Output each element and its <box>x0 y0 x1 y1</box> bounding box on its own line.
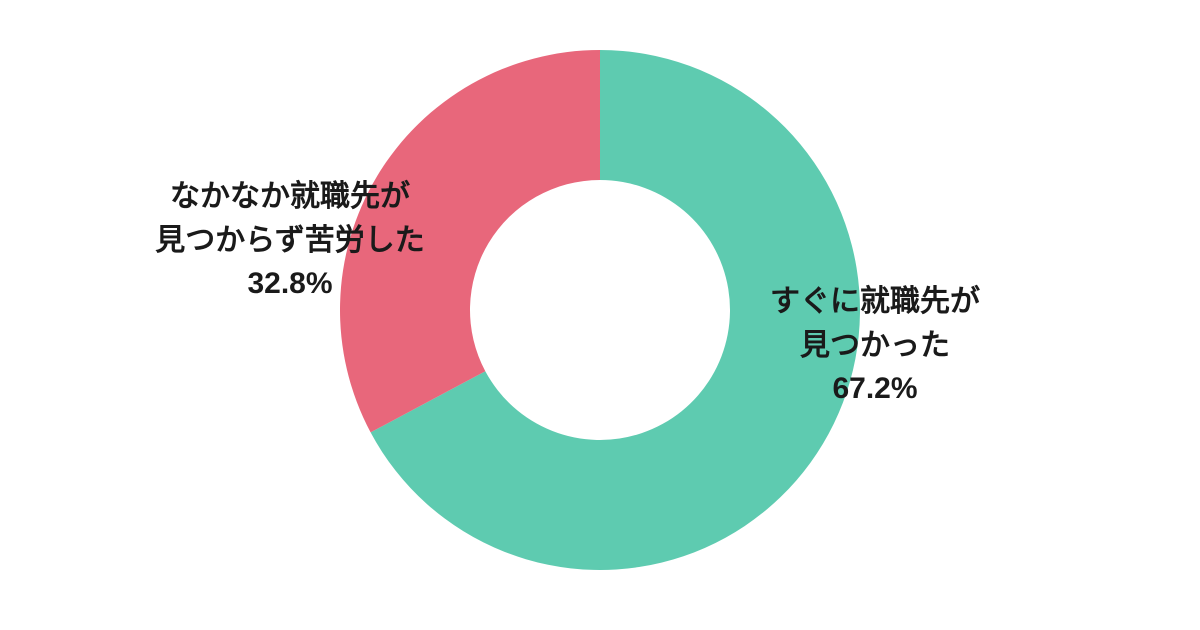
slice-label-struggled: なかなか就職先が見つからず苦労した32.8% <box>155 175 424 306</box>
chart-stage: すぐに就職先が見つかった67.2% なかなか就職先が見つからず苦労した32.8% <box>0 0 1200 630</box>
slice-label-found-quickly: すぐに就職先が見つかった67.2% <box>770 280 980 411</box>
